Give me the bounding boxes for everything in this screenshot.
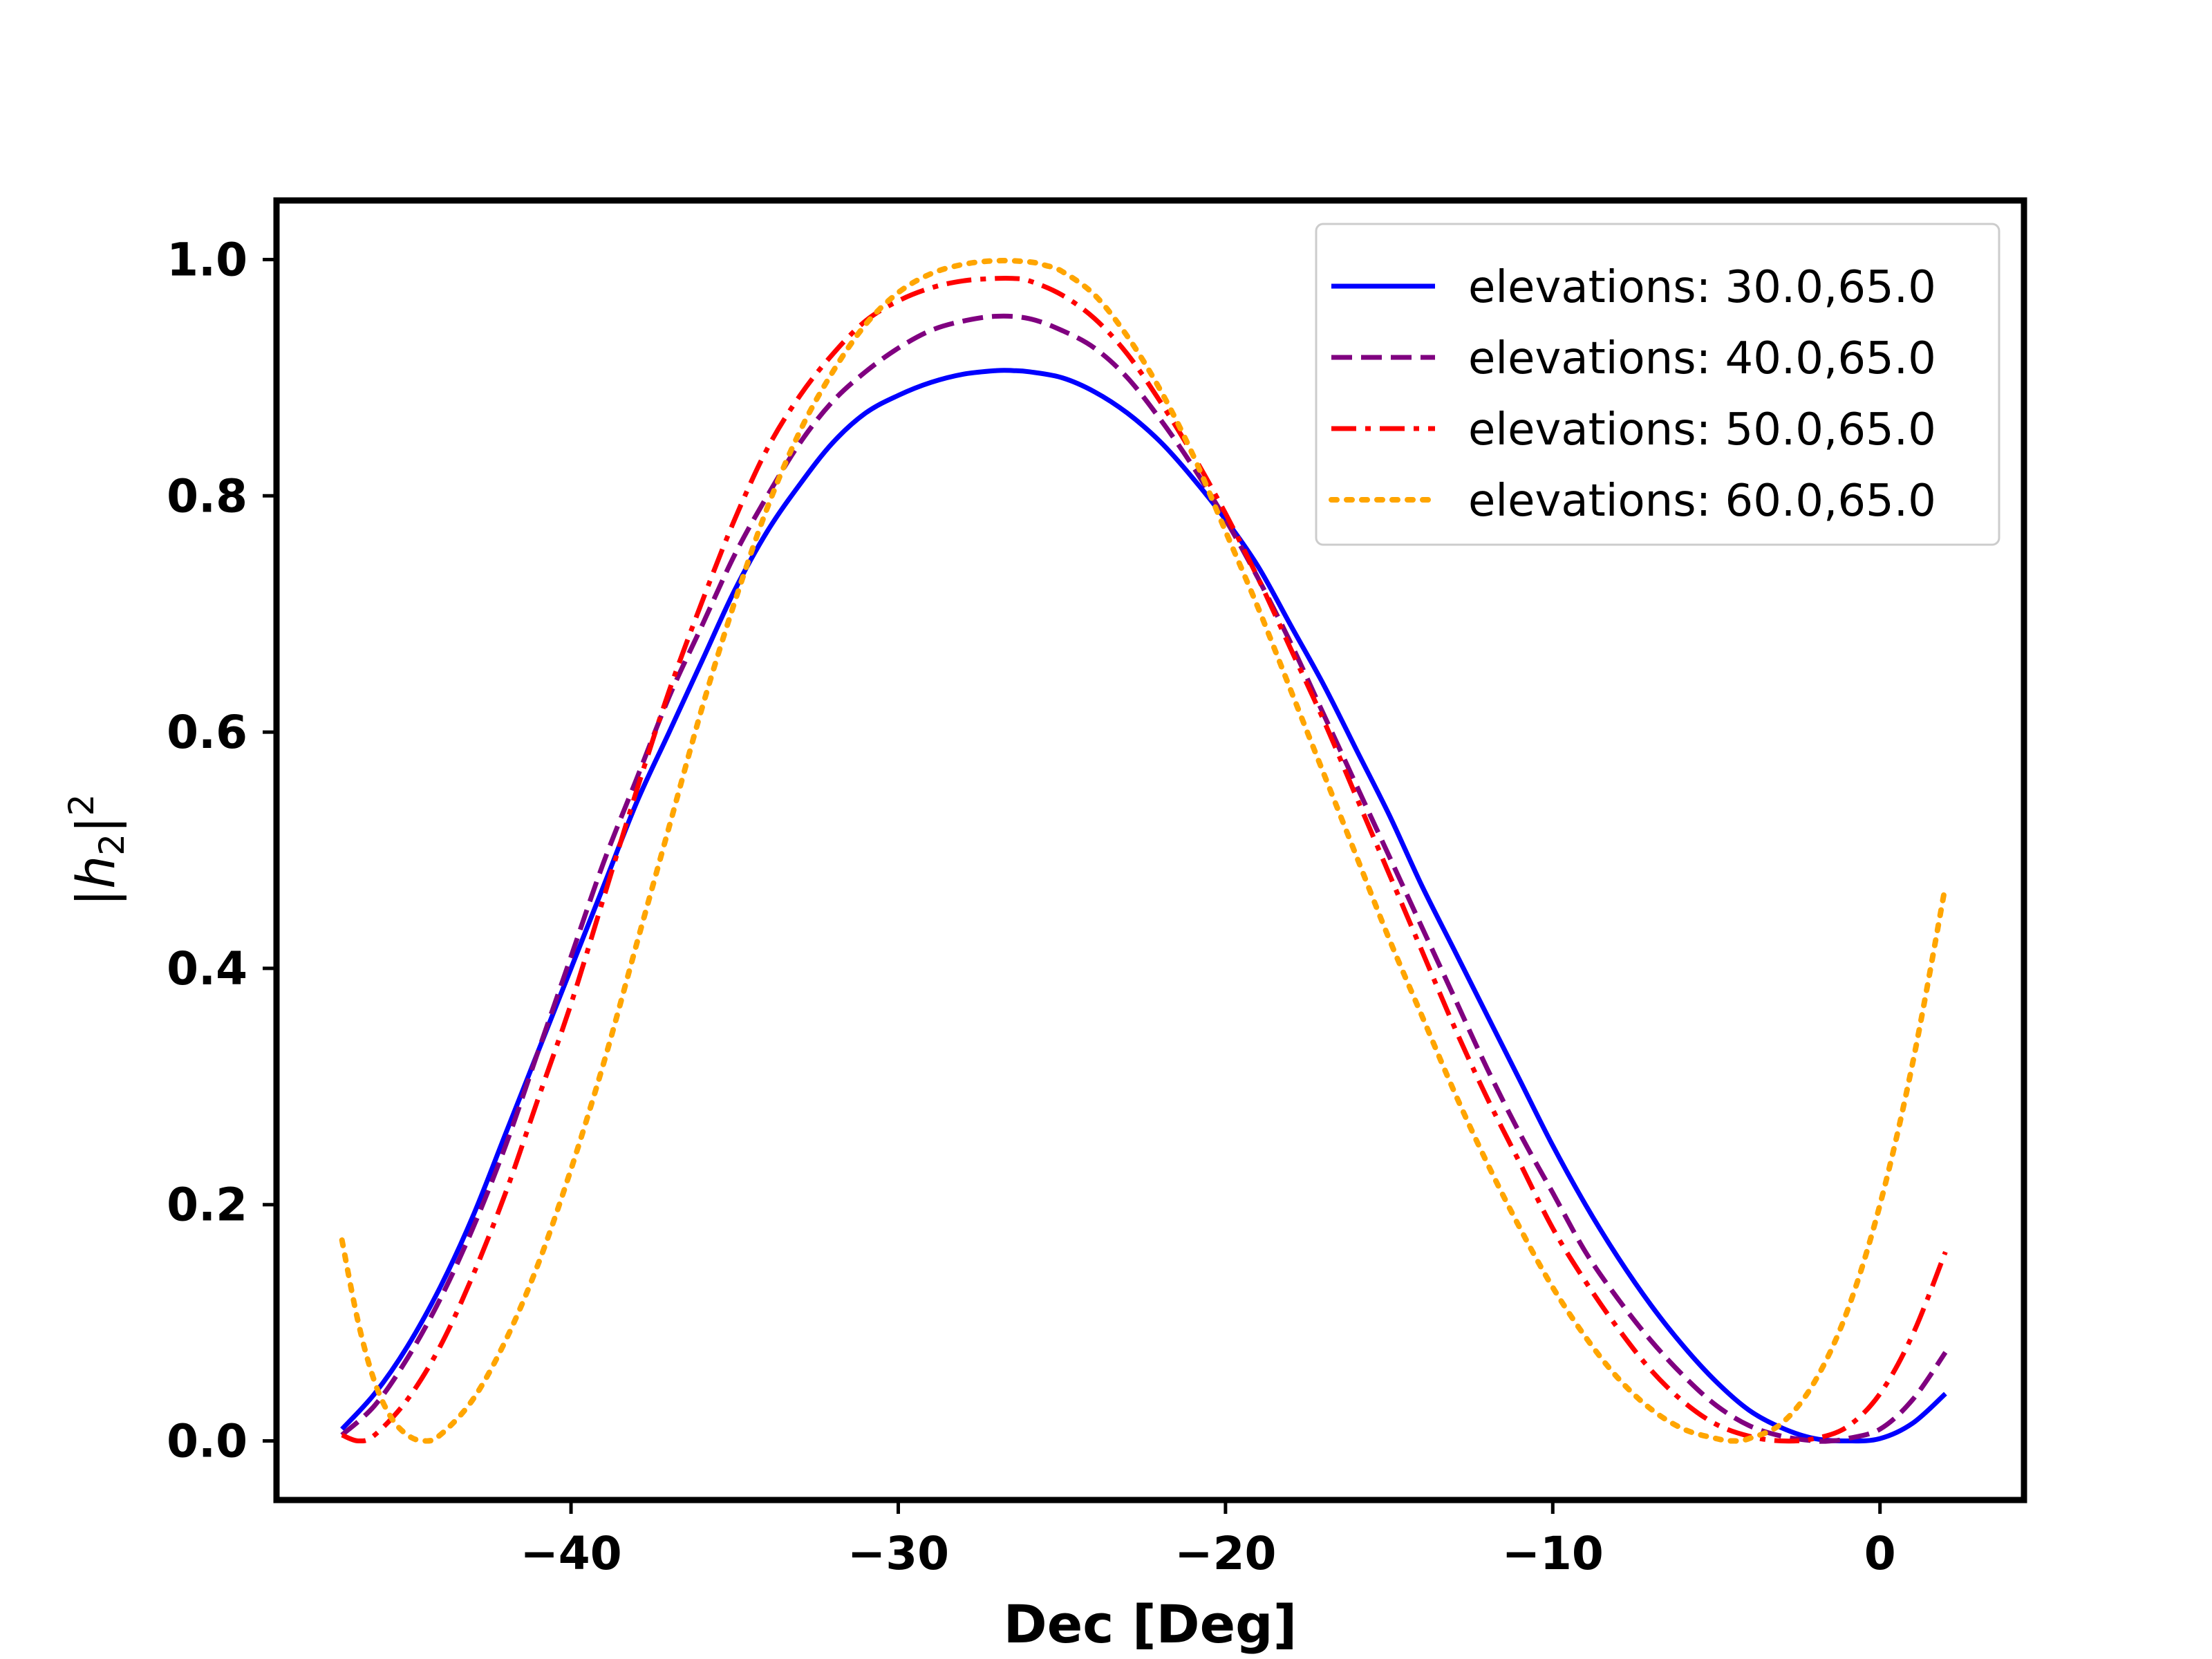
- legend-items: elevations: 30.0,65.0 elevations: 40.0,65…: [1329, 262, 1936, 527]
- legend: elevations: 30.0,65.0 elevations: 40.0,65…: [1315, 223, 2000, 546]
- y-tick-label: 0.0: [167, 1415, 247, 1468]
- series-line-2: [340, 313, 1948, 1444]
- y-axis: 0.0 0.2 0.4 0.6 0.8 1.0: [167, 233, 276, 1468]
- x-axis-label: Dec [Deg]: [1004, 1593, 1297, 1655]
- legend-item: elevations: 50.0,65.0: [1331, 404, 1936, 456]
- y-tick-label: 0.2: [167, 1179, 247, 1232]
- legend-item: elevations: 40.0,65.0: [1331, 333, 1936, 384]
- x-tick-label: −40: [520, 1527, 621, 1580]
- legend-box: [1315, 223, 2000, 546]
- x-tick-label: −30: [847, 1527, 949, 1580]
- y-axis-label-bar-open: |: [65, 889, 127, 907]
- x-tick-label: −10: [1502, 1527, 1604, 1580]
- plot-frame: [273, 197, 2027, 1503]
- x-tick-label: 0: [1864, 1527, 1896, 1580]
- legend-label: elevations: 50.0,65.0: [1468, 404, 1936, 456]
- series-line-3: [341, 275, 1948, 1444]
- legend-label: elevations: 30.0,65.0: [1468, 262, 1936, 313]
- legend-label: elevations: 60.0,65.0: [1468, 476, 1936, 527]
- series-line-1: [340, 368, 1947, 1444]
- y-axis-label-var: h: [65, 856, 126, 889]
- plot-area: [273, 197, 2027, 1503]
- y-tick-label: 0.6: [167, 706, 247, 759]
- x-axis: −40 −30 −20 −10 0: [520, 1500, 1896, 1580]
- legend-item: elevations: 60.0,65.0: [1329, 476, 1936, 527]
- y-tick-label: 0.8: [167, 469, 247, 523]
- y-axis-label-bar-close: |: [65, 816, 127, 834]
- y-tick-label: 1.0: [167, 233, 247, 286]
- y-tick-label: 0.4: [167, 942, 247, 995]
- y-axis-label: |h2|2: [62, 794, 132, 906]
- legend-item: elevations: 30.0,65.0: [1331, 262, 1936, 313]
- series-line-4: [339, 258, 1949, 1444]
- legend-label: elevations: 40.0,65.0: [1468, 333, 1936, 384]
- series-layer: [339, 258, 1949, 1444]
- y-axis-label-sup: 2: [62, 794, 102, 816]
- x-tick-label: −20: [1174, 1527, 1276, 1580]
- y-axis-label-sub: 2: [92, 834, 132, 856]
